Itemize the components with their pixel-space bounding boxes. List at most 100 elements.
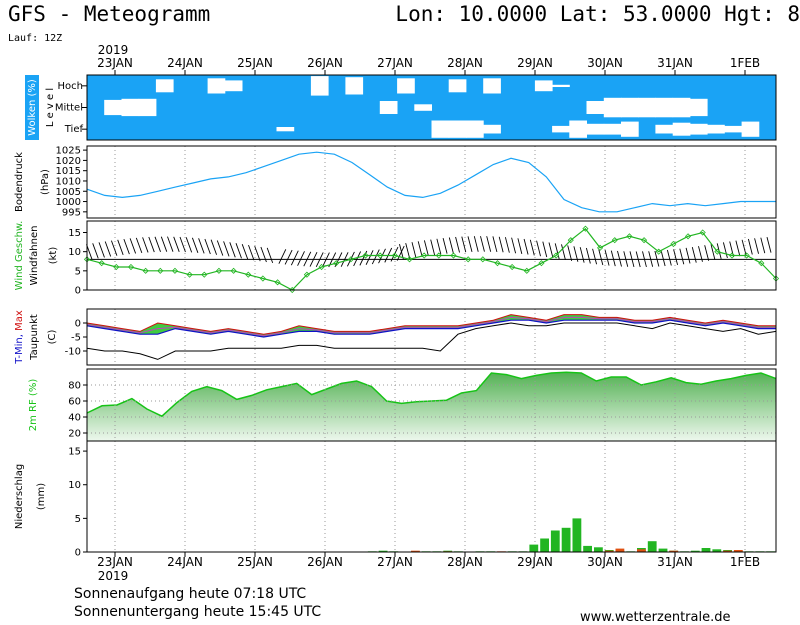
wind-barb [417,241,423,257]
pressure-panel-frame [86,145,777,219]
wind-barb [504,237,510,253]
cloud-label-bg [25,75,39,140]
wind-speed-point [465,256,472,263]
cloud-gap [655,124,674,134]
wind-barb [430,239,436,256]
source-link[interactable]: www.wetterzentrale.de [580,610,731,625]
sunrise-text: Sonnenaufgang heute 07:18 UTC [74,586,307,602]
cloud-gap [466,120,484,138]
date-label-bottom: 25JAN [237,555,273,569]
tmean-line [86,316,776,337]
wind-speed-point [289,286,296,294]
wind-speed-point [714,248,721,255]
cloud-gap [534,80,553,92]
wind-speed-point [318,263,325,271]
wind-speed-point [640,237,648,244]
wind-speed-point [157,267,164,274]
wind-speed-point [391,252,398,259]
wind-barb [685,247,691,264]
cloud-level-label: Mittel [55,103,83,114]
precip-unit-label: (mm) [36,483,47,510]
pressure-ytick-label: 1015 [56,166,81,177]
wind-barb [179,236,186,253]
cloud-gap [621,121,639,137]
date-label-top: 1FEB [730,56,760,70]
cloud-gap [483,124,501,134]
wind-barb [747,238,753,255]
wind-barb [98,242,105,258]
wind-barb [210,239,218,255]
wind-barb [173,236,180,252]
cloud-gap [276,127,295,132]
cloud-gap [621,97,639,118]
wind-axis-label: Wind Geschw. [14,221,25,291]
wind-speed-point [347,256,354,263]
temperature-ytick-label: 0 [75,319,81,330]
cloud-gap [448,79,467,93]
wind-speed-point [567,237,574,244]
wind-speed-point [728,252,736,259]
precip-bar [658,548,668,552]
precipitation-panel-frame [86,440,777,553]
wind-speed-point [406,256,413,263]
wind-speed-point [215,267,223,274]
wind-barb [666,249,672,266]
wind-speed-point [597,244,604,251]
precip-bar [583,545,592,552]
pressure-ytick-label: 1010 [56,176,81,187]
pressure-axis-label: Bodendruck [14,152,25,212]
wind-speed-point [509,263,516,271]
temperature-ytick-label: -5 [71,333,81,344]
wind-barb [691,246,697,263]
wind-barb [290,250,299,266]
date-label-top: 31JAN [657,56,693,70]
wind-barb [604,249,610,266]
wind-barb [741,239,747,256]
date-label-top: 30JAN [587,56,623,70]
precip-bar-alt [637,549,646,552]
wind-barb [536,240,541,257]
cloud-gap [586,123,605,135]
wind-barb [117,239,124,256]
wind-barb-axis-label: Windfahnen [29,226,40,286]
wind-barb [486,236,492,252]
temperature-ytick-label: -10 [65,347,81,358]
temperature-axis-label: T-Min, Max [14,310,25,365]
date-label-bottom: 26JAN [307,555,343,569]
cloud-gap [224,80,243,92]
wind-speed-point [333,260,340,267]
wind-barb [248,244,255,261]
cloud-axis-label: Wolken (%) [27,79,38,136]
pressure-ytick-label: 1000 [56,197,81,208]
cloud-gap [310,76,329,96]
tmin-label: T-Min, [14,331,25,365]
cloud-gap [121,98,140,117]
precip-bar [540,538,549,552]
wind-barb [123,238,130,255]
cloud-gap [569,120,587,138]
date-label-top: 29JAN [517,56,553,70]
wind-barb [704,245,710,261]
cloud-gap [483,78,501,94]
cloud-gap [414,104,432,111]
wind-barb [610,250,616,267]
wind-barb [498,236,504,253]
tmin-line [86,319,776,338]
precip-bar [529,544,539,552]
wind-barb [229,242,236,258]
wind-barb [353,251,362,267]
wind-barb [241,244,249,260]
wind-barb [548,242,554,259]
wind-speed-point [230,267,237,274]
wind-barb [617,250,622,267]
wind-unit-label: (kt) [48,247,59,265]
wind-speed-point [113,263,120,271]
wind-barb [579,247,585,263]
wind-speed-point [435,252,442,259]
precip-bar [701,548,711,552]
date-label-bottom: 31JAN [657,555,693,569]
wind-barb [523,238,529,255]
cloud-gap [138,98,157,117]
wind-barb [135,237,143,254]
wind-barb [529,239,535,256]
